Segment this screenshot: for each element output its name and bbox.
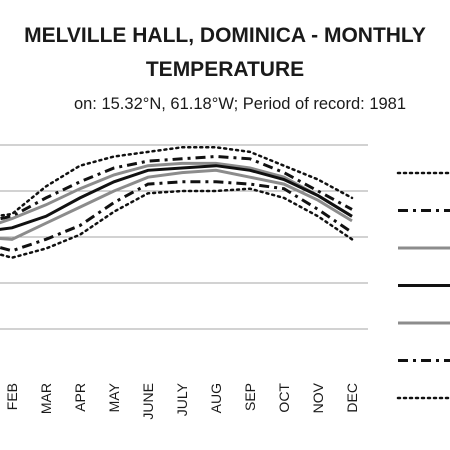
x-tick-label: JUNE bbox=[140, 383, 156, 420]
x-tick-label: OCT bbox=[276, 383, 292, 413]
series-line-2 bbox=[0, 154, 353, 221]
legend bbox=[396, 171, 450, 400]
x-tick-label: AUG bbox=[208, 383, 224, 413]
chart-title-line-2: TEMPERATURE bbox=[145, 58, 305, 81]
x-tick-label: SEP bbox=[242, 383, 258, 411]
chart-subtitle: on: 15.32°N, 61.18°W; Period of record: … bbox=[73, 95, 407, 113]
series-line-1 bbox=[0, 146, 354, 217]
series-line-4 bbox=[0, 164, 353, 231]
x-tick-label: DEC bbox=[344, 383, 360, 413]
x-tick-label: APR bbox=[72, 383, 88, 412]
series-line-3 bbox=[0, 161, 353, 225]
series-line-7 bbox=[0, 187, 354, 259]
x-tick-label: MAR bbox=[38, 383, 54, 414]
series-lines bbox=[0, 146, 354, 259]
x-tick-label: NOV bbox=[310, 382, 326, 413]
x-tick-labels: JANFEBMARAPRMAYJUNEJULYAUGSEPOCTNOVDEC bbox=[4, 382, 360, 420]
series-line-5 bbox=[0, 168, 353, 241]
series-line-6 bbox=[0, 180, 353, 253]
x-tick-label: MAY bbox=[106, 382, 122, 412]
x-tick-label: JULY bbox=[174, 382, 190, 416]
chart-title-line-1: MELVILLE HALL, DOMINICA - MONTHLY bbox=[24, 24, 426, 47]
x-tick-label: FEB bbox=[4, 383, 20, 410]
